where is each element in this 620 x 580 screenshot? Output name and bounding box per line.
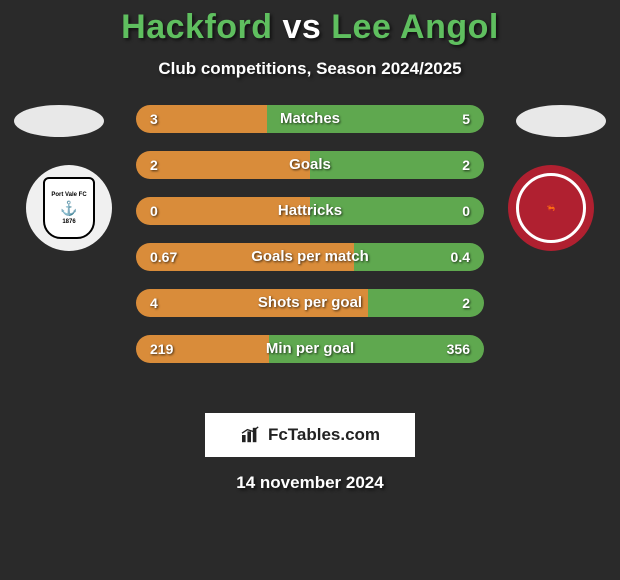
stat-bar-right [310,151,484,179]
stat-bar-left [136,151,310,179]
player2-photo-placeholder [516,105,606,137]
generation-date: 14 november 2024 [0,473,620,493]
stat-bars: Matches35 Goals22 Hattricks00 Goals per mat… [136,105,484,381]
stat-bar-right [354,243,484,271]
stat-bar-left [136,197,310,225]
comparison-content: Port Vale FC ⚓ 1876 🦐 Matches35 Goals22 Ha… [0,105,620,405]
shield-icon: Port Vale FC ⚓ 1876 [43,177,95,239]
player1-photo-placeholder [14,105,104,137]
stat-row: Shots per goal42 [136,289,484,317]
stat-bar-left [136,243,354,271]
stat-bar-right [267,105,485,133]
stat-row: Min per goal219356 [136,335,484,363]
club-badge-right: 🦐 [508,165,594,251]
player2-name: Lee Angol [331,8,499,46]
brand-text: FcTables.com [268,425,380,445]
club-badge-left: Port Vale FC ⚓ 1876 [26,165,112,251]
title-vs: vs [282,8,321,46]
stat-row: Matches35 [136,105,484,133]
stat-bar-right [368,289,484,317]
stat-bar-left [136,105,267,133]
stat-bar-left [136,289,368,317]
chart-icon [240,426,262,444]
stat-bar-left [136,335,269,363]
comparison-title: Hackford vs Lee Angol [0,0,620,47]
stat-row: Goals22 [136,151,484,179]
shield-icon: 🦐 [516,173,586,243]
stat-bar-right [310,197,484,225]
subtitle: Club competitions, Season 2024/2025 [0,59,620,79]
player1-name: Hackford [121,8,272,46]
stat-row: Goals per match0.670.4 [136,243,484,271]
brand-badge: FcTables.com [205,413,415,457]
stat-bar-right [269,335,484,363]
club-left-name: Port Vale FC [51,192,86,198]
stat-row: Hattricks00 [136,197,484,225]
